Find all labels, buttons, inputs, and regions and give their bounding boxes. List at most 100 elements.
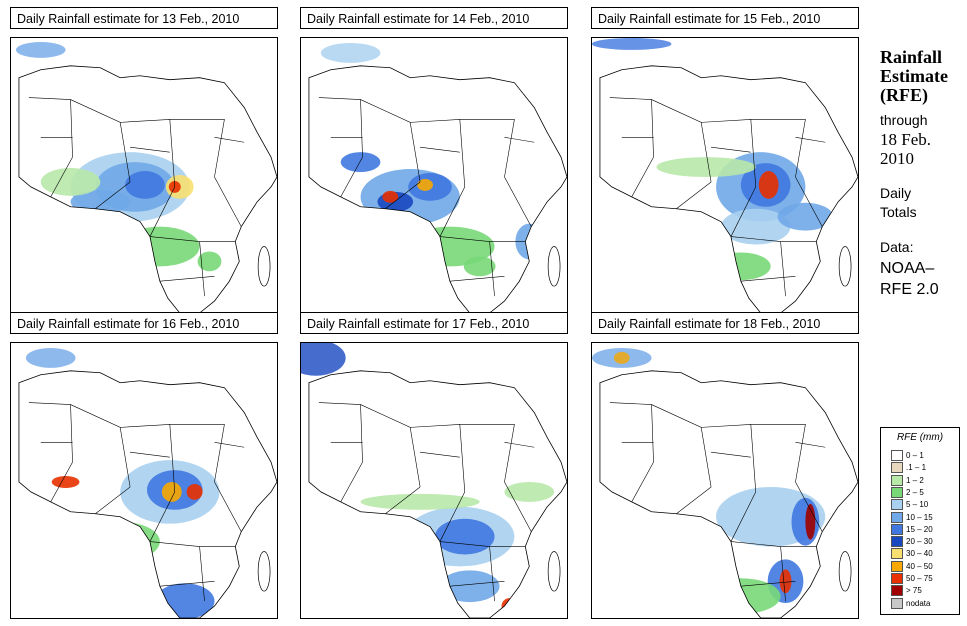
legend-title: RFE (mm) — [896, 432, 944, 443]
coastline — [308, 65, 567, 313]
rain-area — [434, 518, 495, 555]
legend: RFE (mm) 0 – 1 .1 – 1 1 – 2 2 – 5 5 – 10 10 –… — [880, 427, 960, 615]
rainfall-map-17-feb — [300, 342, 568, 619]
rain-area — [301, 343, 346, 376]
data-line1: Data: — [880, 239, 914, 255]
legend-label: .1 – 1 — [906, 463, 927, 473]
country-border — [504, 441, 535, 448]
legend-swatch — [891, 597, 903, 609]
country-border — [28, 97, 73, 158]
map-panel-17-feb: Daily Rainfall estimate for 17 Feb., 201… — [300, 312, 570, 619]
rain-area — [15, 41, 66, 58]
rain-area — [711, 252, 771, 281]
country-border — [439, 186, 466, 237]
country-border — [385, 181, 421, 209]
madagascar-outline — [838, 246, 852, 287]
rain-area — [504, 481, 555, 502]
rain-area — [360, 493, 480, 510]
legend-swatch — [891, 499, 903, 511]
rainfall-map-13-feb — [10, 37, 278, 314]
legend-swatch — [891, 585, 903, 597]
legend-item: 2 – 5 — [891, 486, 959, 498]
country-border — [631, 461, 654, 502]
country-border — [676, 486, 712, 514]
legend-label: 2 – 5 — [906, 487, 924, 497]
legend-label: > 75 — [906, 586, 922, 596]
country-border — [730, 541, 817, 547]
country-border — [504, 481, 532, 532]
legend-swatch — [891, 511, 903, 523]
rain-area — [463, 256, 496, 277]
country-border — [50, 156, 73, 197]
data-line3: RFE 2.0 — [880, 281, 939, 298]
country-border — [449, 275, 505, 282]
legend-item: 20 – 30 — [891, 536, 959, 548]
rain-area — [656, 157, 756, 177]
legend-item: 1 – 2 — [891, 474, 959, 486]
rain-area — [439, 570, 500, 603]
country-border — [70, 404, 131, 488]
country-border — [130, 451, 170, 458]
country-border — [340, 156, 363, 197]
country-border — [159, 275, 215, 282]
legend-swatch — [891, 523, 903, 535]
country-border — [439, 491, 466, 542]
country-border — [730, 491, 757, 542]
legend-swatch — [891, 462, 903, 474]
country-border — [795, 176, 823, 227]
legend-item: 5 – 10 — [891, 499, 959, 511]
rain-area — [25, 347, 76, 368]
through-label: through — [880, 112, 928, 128]
rainfall-map-14-feb — [300, 37, 568, 314]
rain-area — [249, 521, 270, 562]
panel-title: Daily Rainfall estimate for 18 Feb., 201… — [591, 312, 859, 334]
country-border — [750, 424, 806, 483]
country-border — [780, 241, 786, 297]
data-line2: NOAA– — [880, 260, 935, 277]
rain-area — [161, 481, 182, 502]
rainfall-map-15-feb — [591, 37, 859, 314]
rain-area — [320, 42, 381, 63]
country-border — [410, 424, 466, 492]
country-border — [609, 97, 654, 158]
country-border — [740, 580, 796, 587]
rainfall-map-18-feb — [591, 342, 859, 619]
country-border — [318, 97, 363, 158]
map-panel-15-feb: Daily Rainfall estimate for 15 Feb., 201… — [591, 7, 861, 314]
map-svg — [18, 347, 277, 618]
legend-label: 0 – 1 — [906, 451, 924, 460]
legend-item: 30 – 40 — [891, 548, 959, 560]
daily-line2: Totals — [880, 204, 917, 220]
map-svg — [592, 347, 858, 618]
country-border — [169, 424, 225, 483]
legend-swatch — [891, 450, 903, 461]
rain-area — [340, 152, 381, 173]
legend-label: 50 – 75 — [906, 574, 933, 583]
sidebar-title-line1: Rainfall — [880, 47, 943, 67]
country-border — [149, 541, 236, 547]
legend-swatch — [891, 560, 903, 572]
country-border — [318, 402, 363, 463]
legend-item: 0 – 1 — [891, 450, 959, 461]
rain-area — [721, 208, 791, 245]
madagascar-outline — [257, 246, 271, 287]
country-border — [701, 424, 757, 492]
map-svg — [301, 343, 567, 618]
legend-swatch — [891, 486, 903, 498]
map-panel-13-feb: Daily Rainfall estimate for 13 Feb., 201… — [10, 7, 280, 314]
country-border — [95, 486, 131, 514]
country-border — [420, 451, 460, 458]
legend-item: 10 – 15 — [891, 511, 959, 523]
map-svg — [592, 38, 858, 313]
rain-area — [417, 178, 434, 191]
map-panel-14-feb: Daily Rainfall estimate for 14 Feb., 201… — [300, 7, 570, 314]
country-border — [711, 146, 751, 153]
country-border — [730, 186, 757, 237]
rain-area — [758, 171, 779, 199]
coastline — [18, 65, 277, 313]
legend-item: 50 – 75 — [891, 573, 959, 584]
madagascar-outline — [838, 551, 852, 592]
legend-item: 15 – 20 — [891, 523, 959, 535]
country-border — [214, 481, 242, 532]
legend-label: 20 – 30 — [906, 537, 933, 547]
